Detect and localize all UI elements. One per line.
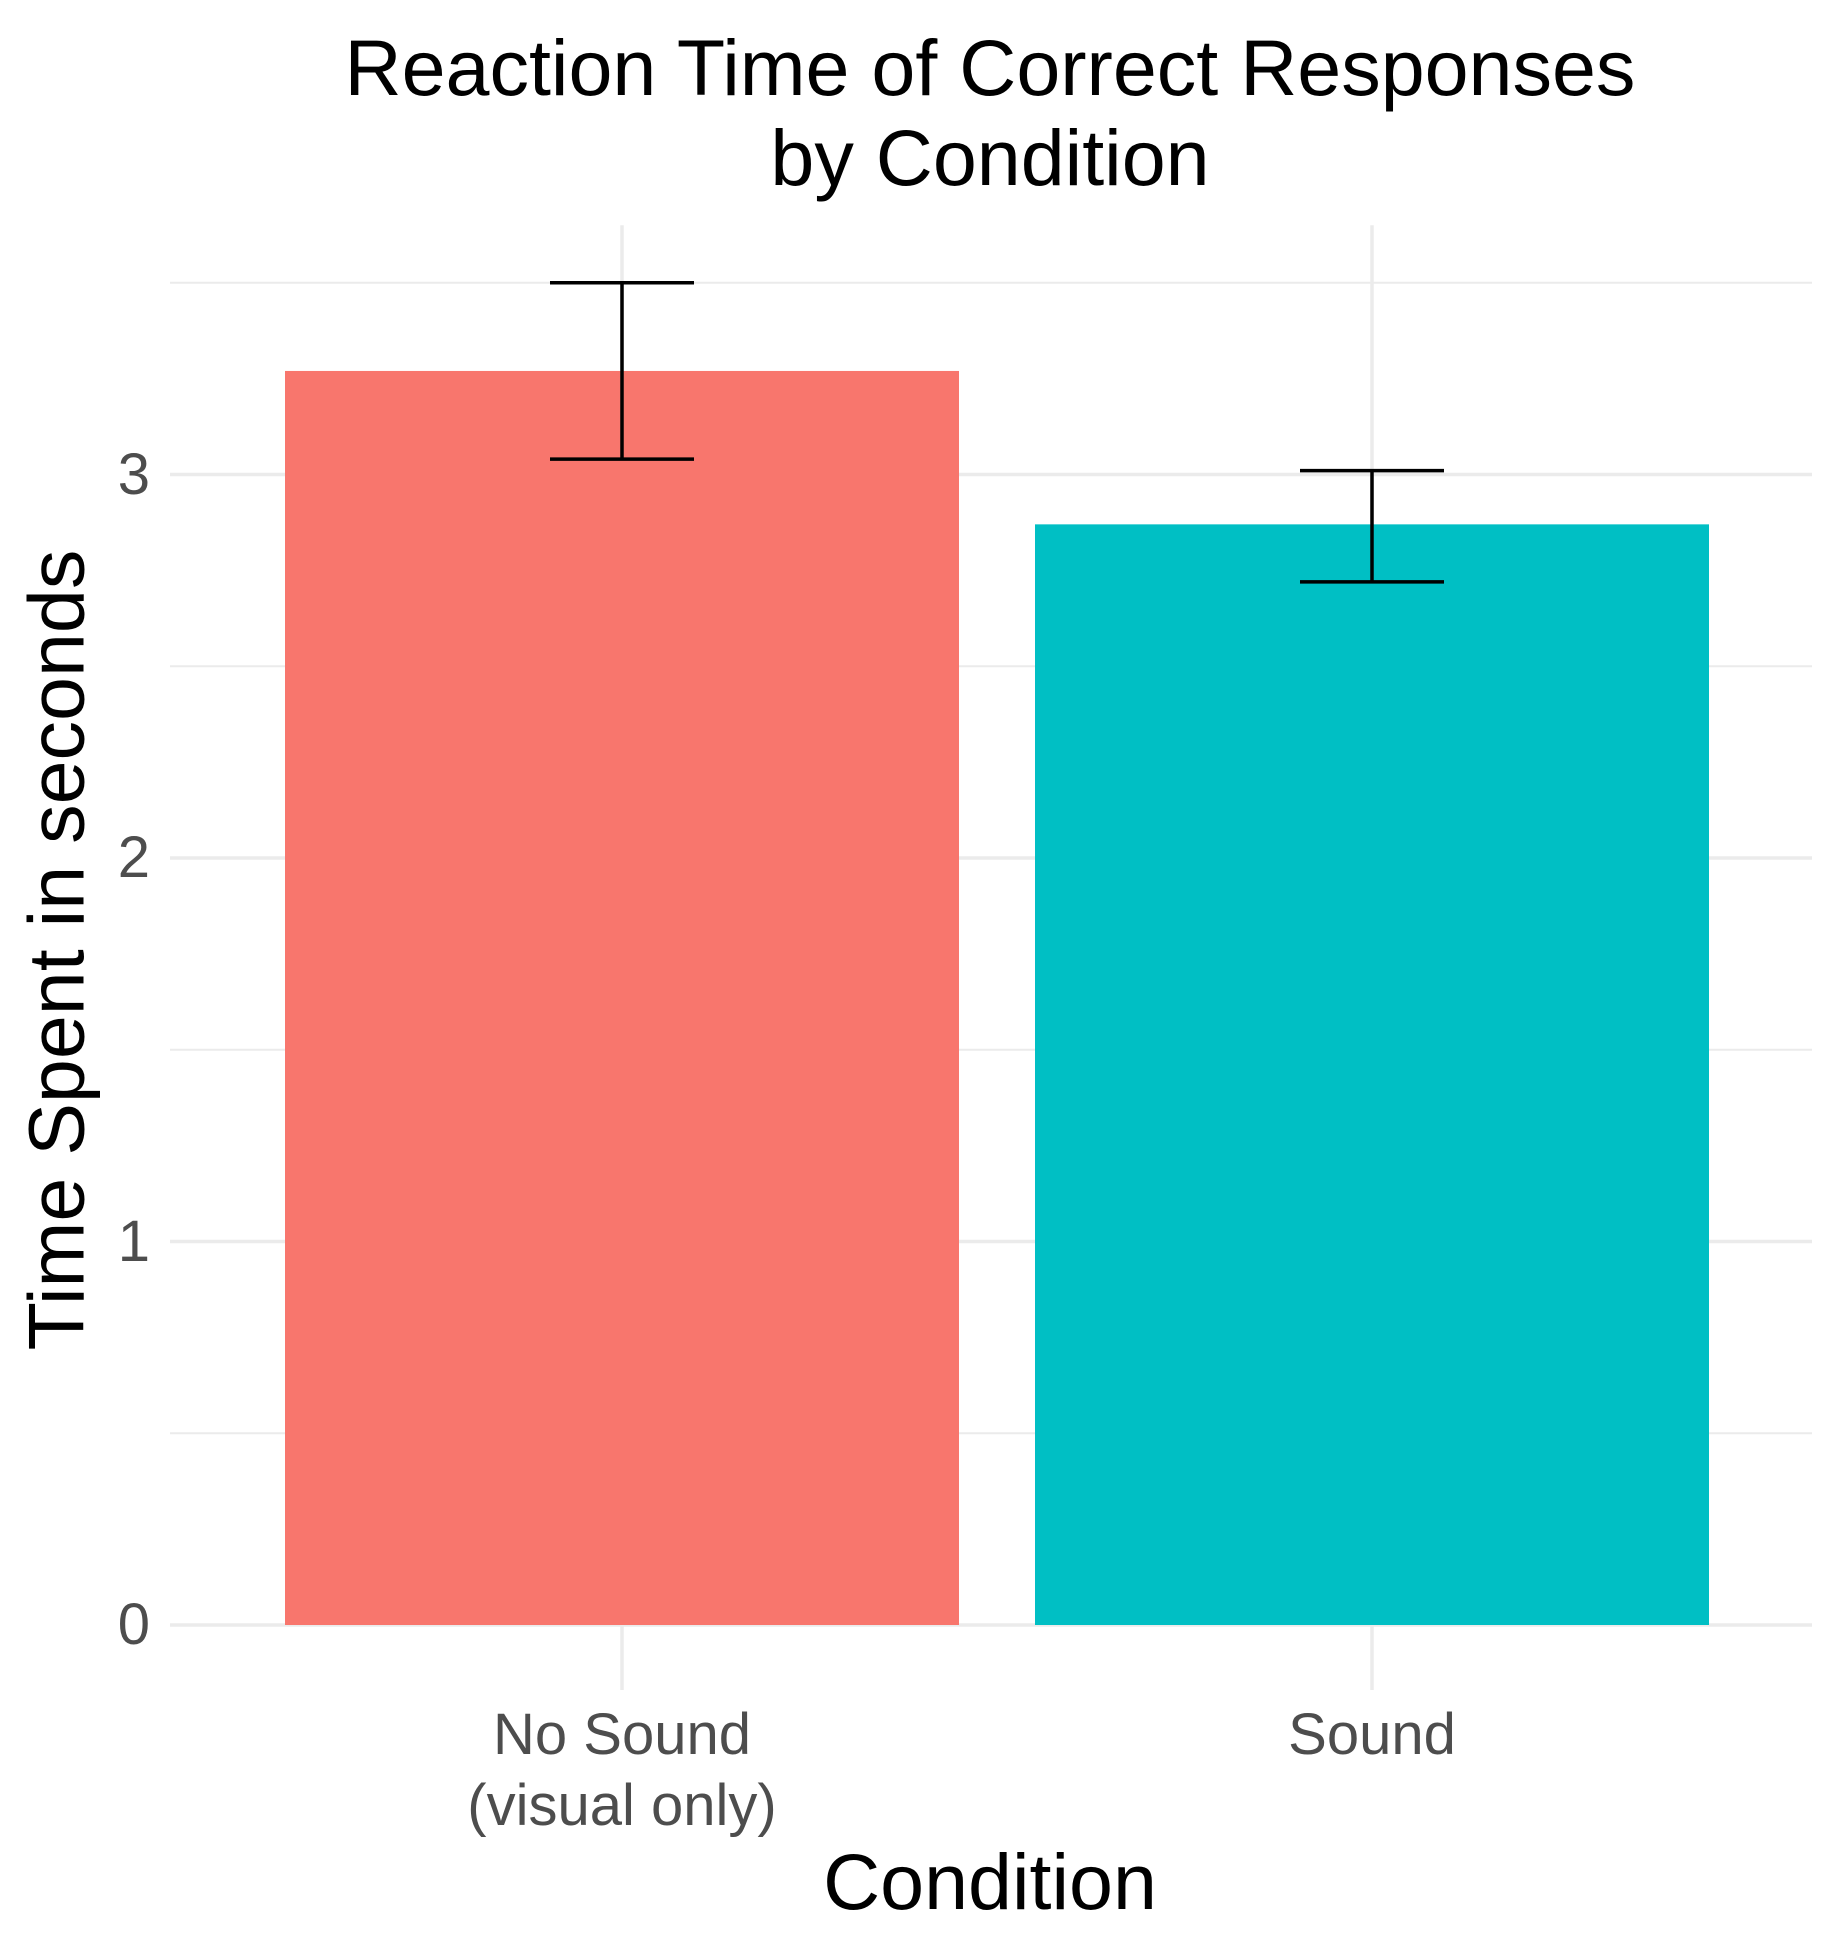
bar [285,370,959,1626]
x-axis-title: Condition [823,1837,1157,1926]
x-tick-label-line: No Sound [493,1702,751,1767]
chart-title-line-2: by Condition [770,113,1210,202]
bar [1035,524,1709,1625]
x-tick-label-line: (visual only) [467,1772,777,1838]
y-tick-label: 0 [117,1592,150,1657]
y-tick-label: 2 [117,825,150,890]
y-tick-label: 1 [117,1208,150,1274]
chart-title-line-1: Reaction Time of Correct Responses [344,23,1636,112]
x-tick-label: Sound [1072,1700,1672,1771]
x-tick-label: No Sound (visual only) [322,1700,922,1842]
y-tick-label: 3 [117,441,150,507]
x-tick-label-line: Sound [1288,1702,1456,1767]
